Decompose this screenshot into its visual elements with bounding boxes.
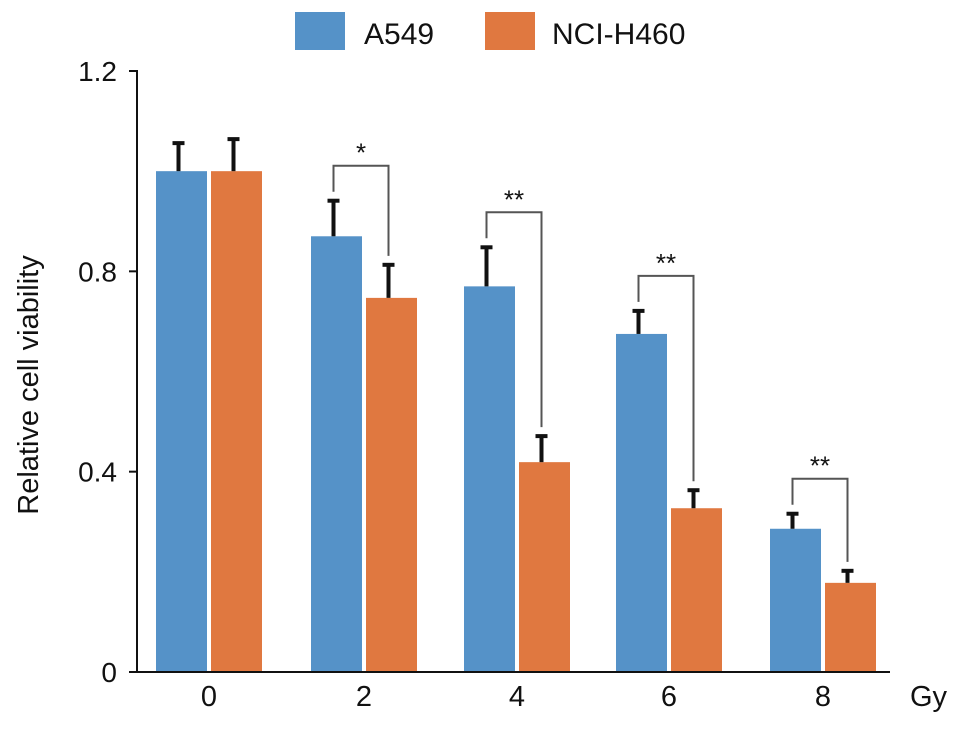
y-axis-label: Relative cell viability <box>13 255 45 515</box>
x-axis-unit-label: Gy <box>910 681 948 713</box>
x-tick-label: 4 <box>509 681 525 713</box>
bar-a549-0gy <box>156 171 207 672</box>
bar-a549-6gy <box>616 333 667 672</box>
x-tick-label: 0 <box>201 681 217 713</box>
bar-a549-8gy <box>770 528 821 672</box>
legend-label-a549: A549 <box>364 18 434 51</box>
bar-nci-h460-2gy <box>366 297 417 672</box>
y-tick-label: 1.2 <box>78 56 117 87</box>
legend-label-nci-h460: NCI-H460 <box>552 18 685 51</box>
x-tick-label: 6 <box>661 681 677 713</box>
bar-nci-h460-6gy <box>671 508 722 672</box>
significance-bracket <box>485 211 543 428</box>
bar-a549-2gy <box>311 236 362 672</box>
bar-nci-h460-0gy <box>211 171 262 672</box>
significance-bracket <box>791 477 849 562</box>
legend-swatch-a549 <box>295 12 345 50</box>
bar-nci-h460-8gy <box>825 582 876 672</box>
y-tick-label: 0 <box>101 657 117 688</box>
significance-bracket <box>637 274 695 482</box>
bar-nci-h460-4gy <box>519 462 570 672</box>
significance-label: ** <box>504 184 524 214</box>
bar-a549-4gy <box>464 286 515 672</box>
y-tick-label: 0.8 <box>78 256 117 287</box>
x-tick-label: 2 <box>356 681 372 713</box>
significance-label: ** <box>656 248 676 278</box>
y-tick-label: 0.4 <box>78 457 117 488</box>
x-tick-label: 8 <box>815 681 831 713</box>
legend: A549 NCI-H460 <box>295 12 685 51</box>
legend-swatch-nci-h460 <box>485 12 535 50</box>
significance-label: ** <box>810 451 830 481</box>
significance-label: * <box>356 138 366 168</box>
significance-bracket <box>332 164 390 256</box>
